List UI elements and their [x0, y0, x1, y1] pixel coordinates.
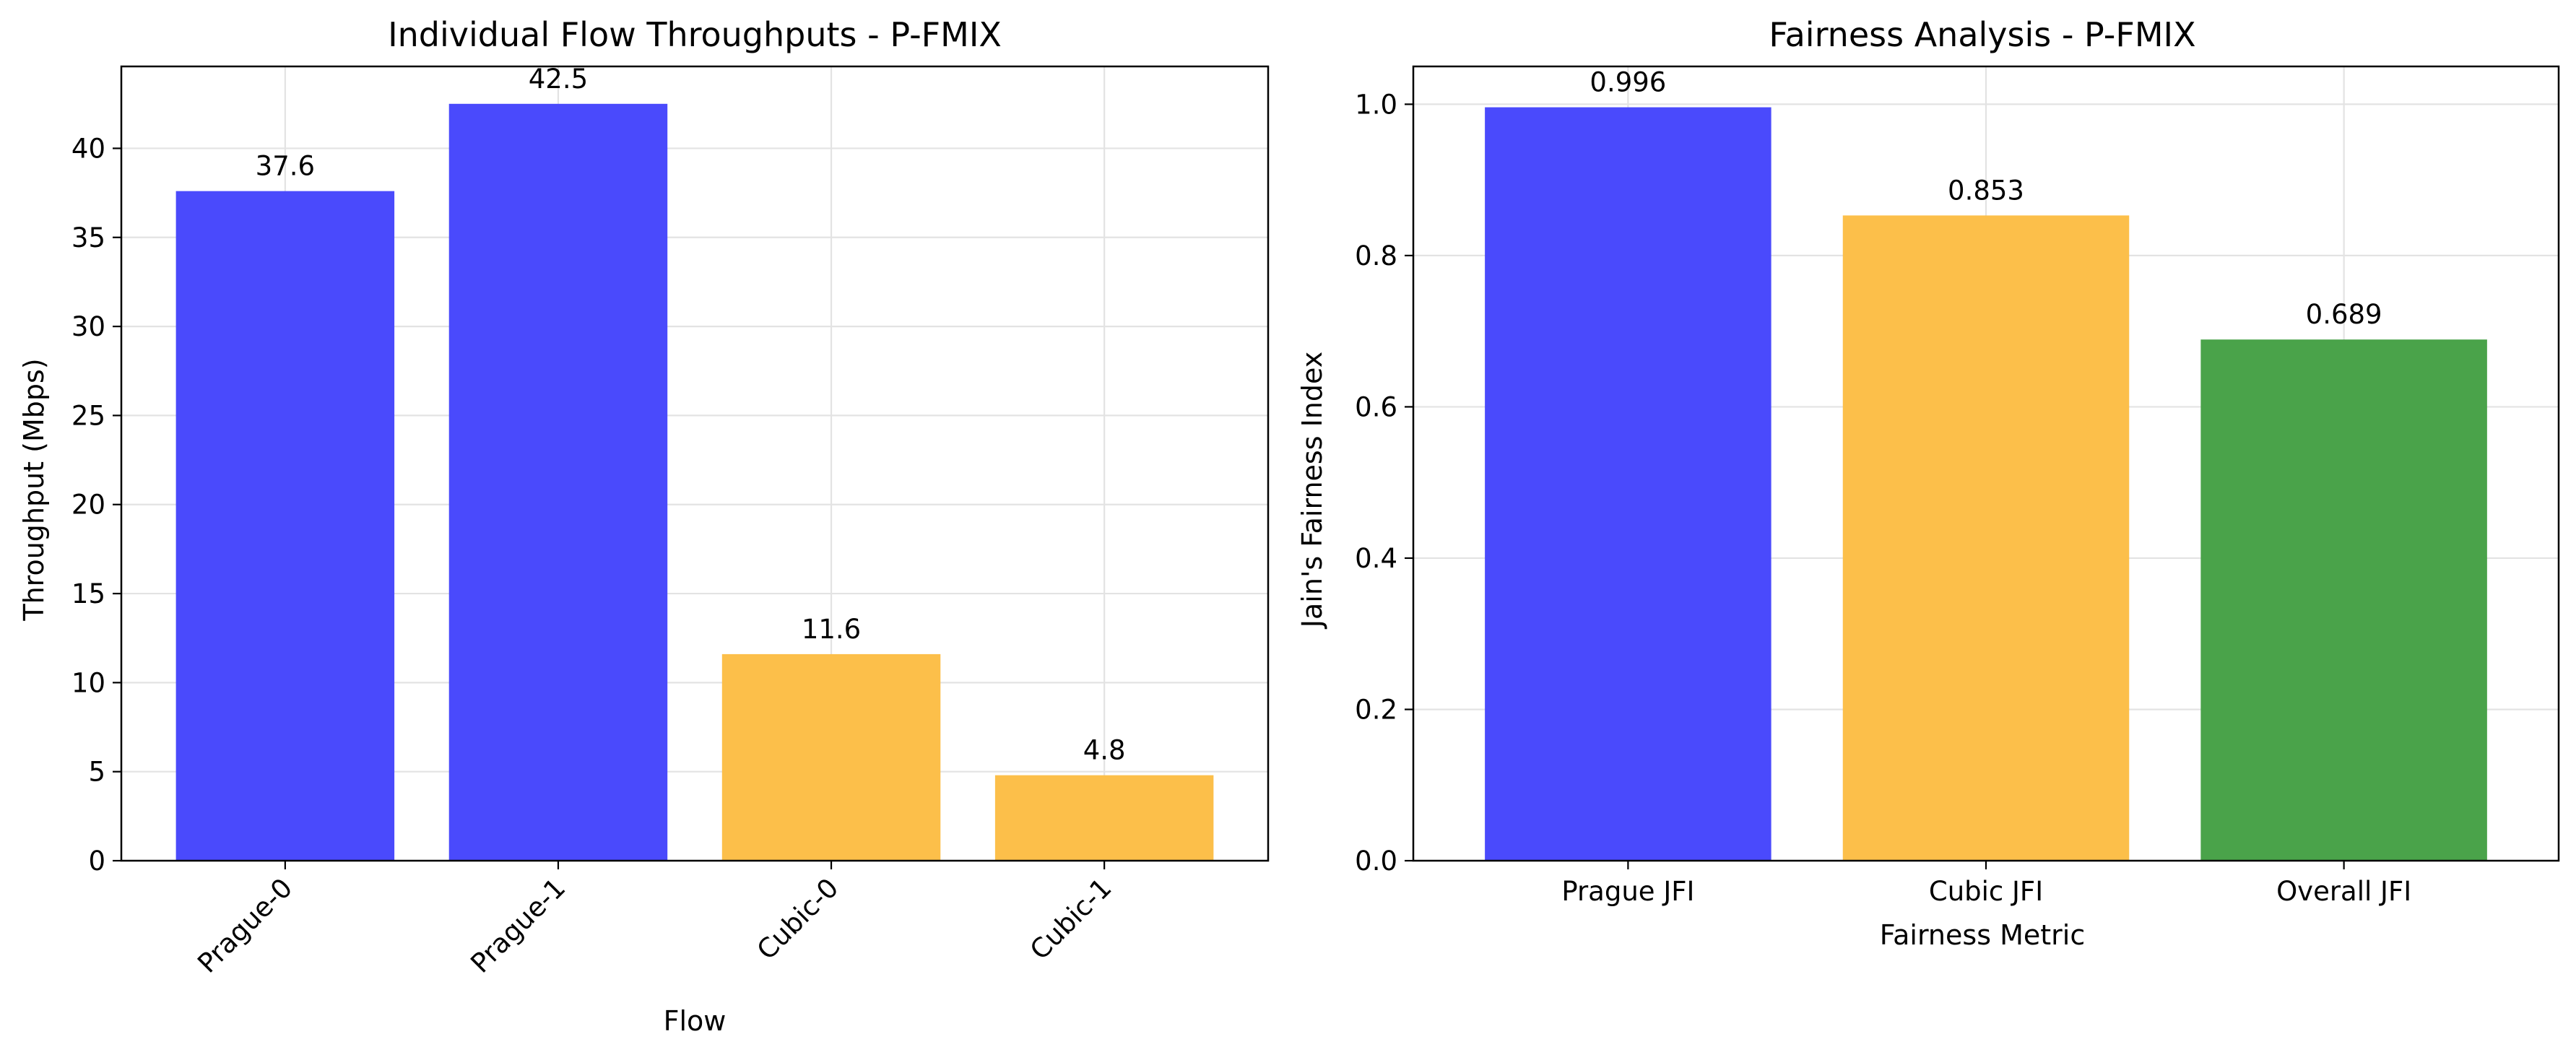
fairness-ytick-label: 0.4: [1355, 543, 1397, 574]
throughput-plot-frame: [120, 65, 1270, 862]
throughput-bar: [175, 191, 395, 861]
fairness-data-label: 0.996: [1590, 67, 1666, 98]
throughput-data-label: 4.8: [1083, 735, 1126, 766]
throughput-x-axis-label: Flow: [664, 1005, 727, 1037]
throughput-xtick-label: Prague-1: [464, 872, 571, 979]
throughput-y-axis-label: Throughput (Mbps): [18, 358, 50, 621]
fairness-bars: [1485, 107, 2487, 861]
throughput-ytick-label: 40: [71, 133, 105, 164]
fairness-ticks: 0.0 0.2 0.4 0.6 0.8 1.0 Prague JFI Cubic JFI Ove…: [1355, 89, 2411, 907]
throughput-xtick-label: Cubic-0: [751, 872, 845, 966]
fairness-x-axis-label: Fairness Metric: [1880, 919, 2085, 951]
fairness-data-label: 0.853: [1948, 175, 2024, 206]
fairness-ytick-label: 0.0: [1355, 846, 1397, 877]
throughput-ytick-label: 15: [71, 578, 105, 609]
fairness-ytick-label: 0.6: [1355, 391, 1397, 422]
fairness-ytick-label: 1.0: [1355, 89, 1397, 120]
fairness-chart: 0.0 0.2 0.4 0.6 0.8 1.0 Prague JFI Cubic JFI Ove…: [1296, 15, 2560, 951]
throughput-data-label: 11.6: [802, 614, 861, 645]
fairness-bar: [1485, 107, 1771, 861]
throughput-xtick-label: Cubic-1: [1024, 872, 1118, 966]
throughput-bars: [175, 103, 1214, 861]
fairness-ytick-label: 0.2: [1355, 694, 1397, 725]
throughput-data-label: 37.6: [256, 151, 315, 182]
throughput-chart: 0 5 10 15 20 25 30 35 40 Prague-0 Prague-1 Cubic-0 C…: [18, 15, 1270, 1037]
fairness-xtick-label: Prague JFI: [1561, 876, 1694, 907]
throughput-ytick-label: 25: [71, 400, 105, 431]
fairness-data-label: 0.689: [2306, 299, 2382, 330]
fairness-y-axis-label: Jain's Fairness Index: [1296, 352, 1328, 629]
throughput-ytick-label: 10: [71, 667, 105, 698]
throughput-bar: [721, 653, 941, 861]
fairness-bar: [1842, 215, 2130, 861]
throughput-ytick-label: 0: [88, 846, 105, 877]
fairness-ytick-label: 0.8: [1355, 240, 1397, 271]
throughput-ytick-label: 30: [71, 311, 105, 342]
throughput-bar: [448, 103, 668, 861]
throughput-ytick-label: 35: [71, 222, 105, 253]
throughput-ytick-label: 5: [88, 757, 105, 788]
throughput-ytick-label: 20: [71, 490, 105, 521]
fairness-chart-title: Fairness Analysis - P-FMIX: [1769, 15, 2195, 54]
throughput-chart-title: Individual Flow Throughputs - P-FMIX: [388, 15, 1002, 54]
fairness-bar: [2200, 339, 2487, 861]
fairness-data-labels: 0.996 0.853 0.689: [1590, 67, 2382, 331]
fairness-xtick-label: Overall JFI: [2276, 876, 2411, 907]
throughput-data-label: 42.5: [529, 64, 588, 95]
fairness-xtick-label: Cubic JFI: [1929, 876, 2043, 907]
throughput-data-labels: 37.6 42.5 11.6 4.8: [256, 64, 1126, 766]
throughput-xtick-label: Prague-0: [191, 872, 298, 979]
throughput-bar: [994, 775, 1214, 861]
